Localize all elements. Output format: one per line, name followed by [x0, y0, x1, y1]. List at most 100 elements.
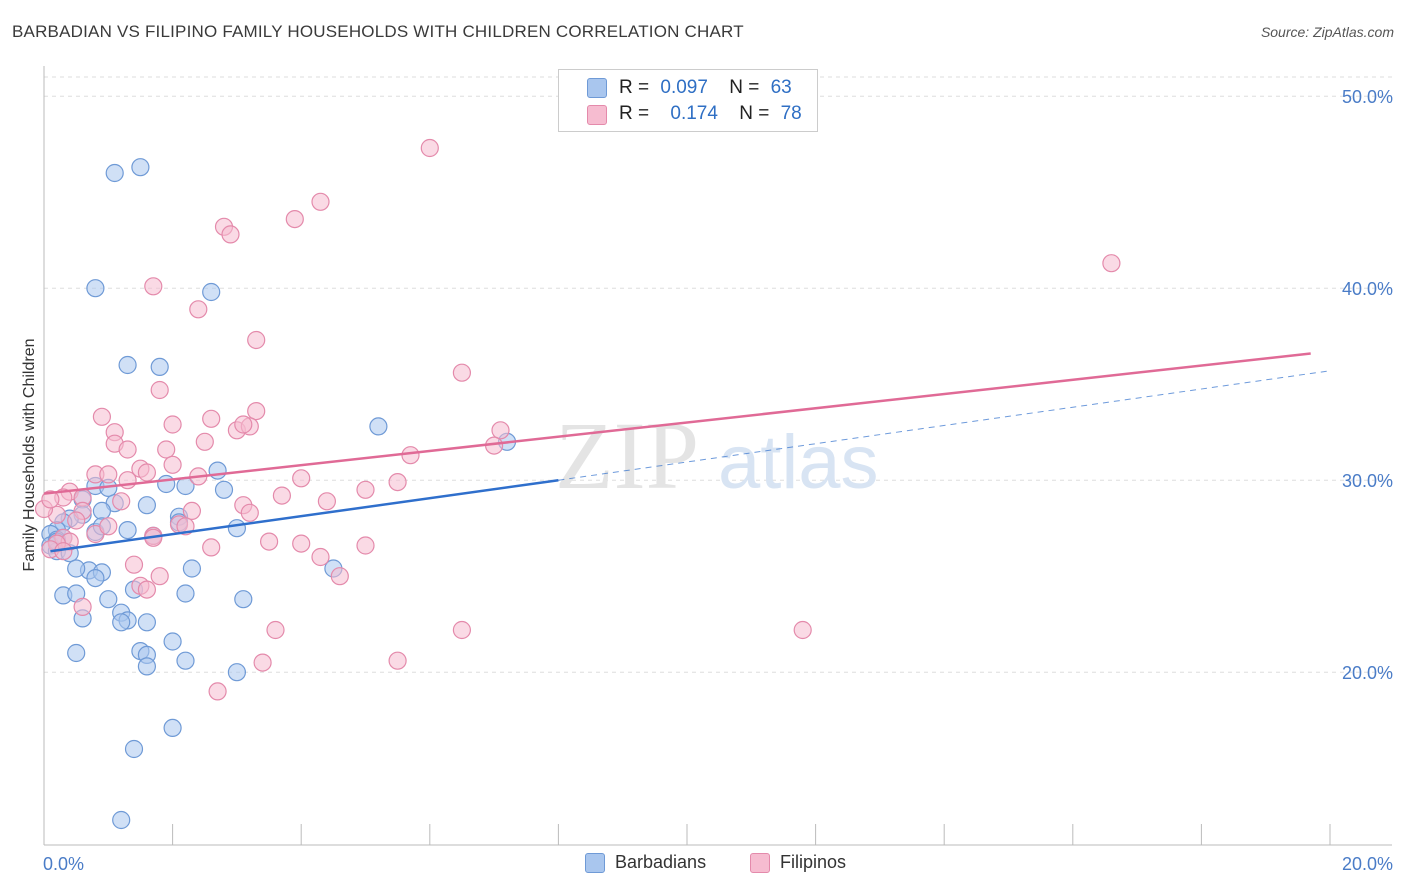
filipino-point — [330, 567, 349, 586]
barbadian-point — [118, 355, 137, 375]
barbadian-point — [112, 810, 131, 830]
filipino-point — [67, 511, 86, 530]
filipino-point — [356, 480, 375, 499]
barbadian-point — [118, 520, 137, 540]
filipino-point — [285, 210, 304, 229]
filipino-point — [208, 682, 227, 701]
barbadian-point — [137, 613, 156, 632]
legend-r-value: 0.097 — [660, 77, 708, 98]
filipino-point — [163, 415, 182, 434]
filipino-point — [137, 580, 156, 599]
x-tick-label: 20.0% — [1342, 854, 1393, 874]
filipino-point — [266, 620, 285, 640]
y-tick-label: 40.0% — [1342, 279, 1393, 299]
filipino-point — [41, 490, 60, 509]
barbadian-point — [67, 643, 86, 663]
barbadian-point — [202, 282, 221, 302]
filipino-point — [195, 432, 214, 451]
trend-line-barbadians-extension — [558, 370, 1331, 481]
series-barbadians — [41, 158, 517, 830]
barbadian-point — [67, 559, 86, 578]
y-tick-label: 50.0% — [1342, 87, 1393, 107]
barbadian-point — [99, 590, 118, 609]
bottom-swatch-barbadians — [585, 853, 605, 873]
barbadian-point — [182, 559, 201, 578]
filipino-point — [150, 380, 169, 400]
legend-r-label: R = — [619, 103, 650, 124]
watermark-zip: ZIP — [555, 402, 699, 509]
filipino-point — [202, 538, 221, 557]
gridlines — [44, 76, 1392, 673]
barbadian-point — [86, 279, 105, 298]
watermark-atlas: atlas — [718, 420, 879, 505]
filipino-point — [272, 486, 291, 505]
filipino-point — [311, 192, 330, 211]
barbadian-point — [86, 568, 105, 588]
barbadian-point — [163, 718, 182, 738]
filipino-point — [260, 532, 279, 551]
filipino-point — [317, 492, 336, 511]
bottom-label-barbadians: Barbadians — [615, 852, 707, 872]
bottom-legend-barbadians: Barbadians — [585, 852, 706, 873]
trend-line-barbadians — [50, 478, 559, 553]
barbadian-point — [124, 739, 144, 759]
legend-n-value: 78 — [780, 103, 802, 124]
legend-swatch-barbadians — [587, 78, 607, 98]
filipino-point — [202, 409, 221, 428]
filipino-point — [112, 492, 131, 511]
filipino-point — [356, 536, 375, 555]
filipino-point — [157, 440, 176, 459]
barbadian-point — [227, 663, 246, 682]
legend: R = 0.097 N = 63 R = 0.174 N = 78 — [558, 69, 818, 132]
filipino-point — [452, 620, 471, 640]
bottom-legend-filipinos: Filipinos — [750, 852, 846, 873]
filipino-point — [118, 440, 137, 459]
barbadian-point — [150, 357, 169, 376]
filipino-point — [247, 402, 266, 421]
tick-labels: 20.0% 30.0% 40.0% 50.0% 0.0% 20.0% — [43, 87, 1393, 874]
barbadian-point — [157, 474, 176, 494]
chart-title: BARBADIAN VS FILIPINO FAMILY HOUSEHOLDS … — [12, 22, 744, 41]
legend-r-value: 0.174 — [670, 103, 718, 124]
y-tick-label: 30.0% — [1342, 471, 1393, 491]
y-tick-label: 20.0% — [1342, 663, 1393, 683]
filipino-point — [92, 407, 112, 426]
filipino-point — [292, 469, 311, 488]
filipino-point — [221, 225, 240, 244]
filipino-point — [1102, 254, 1121, 273]
barbadian-point — [234, 590, 253, 609]
barbadian-point — [214, 480, 234, 499]
legend-row-filipinos: R = 0.174 N = 78 — [619, 103, 802, 125]
filipino-point — [234, 415, 253, 434]
barbadian-point — [92, 501, 112, 520]
filipino-point — [182, 501, 201, 520]
legend-r-label: R = — [619, 77, 650, 98]
barbadian-point — [137, 496, 156, 515]
legend-row-barbadians: R = 0.097 N = 63 — [619, 77, 792, 99]
barbadian-point — [163, 632, 182, 651]
trend-line-filipinos — [43, 352, 1311, 495]
filipino-point — [420, 138, 439, 158]
legend-n-label: N = — [729, 77, 760, 98]
legend-n-value: 63 — [770, 77, 792, 98]
filipino-point — [240, 503, 259, 522]
barbadian-point — [176, 584, 195, 603]
filipino-point — [163, 455, 182, 474]
legend-swatch-filipinos — [587, 105, 607, 125]
barbadian-point — [105, 163, 124, 183]
x-tick-label: 0.0% — [43, 854, 84, 874]
filipino-point — [452, 363, 471, 382]
barbadian-point — [369, 417, 388, 436]
bottom-label-filipinos: Filipinos — [780, 852, 847, 872]
filipino-point — [793, 620, 812, 640]
barbadian-point — [112, 613, 131, 632]
barbadian-point — [227, 519, 246, 538]
barbadian-point — [137, 657, 156, 676]
filipino-point — [137, 463, 156, 482]
filipino-point — [292, 534, 311, 553]
filipino-point — [253, 653, 272, 672]
bottom-swatch-filipinos — [750, 853, 770, 873]
barbadian-point — [176, 651, 195, 670]
trend-lines — [43, 352, 1331, 553]
